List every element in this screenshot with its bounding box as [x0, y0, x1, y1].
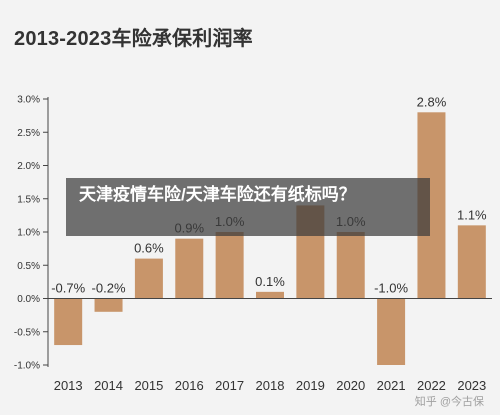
bar-2023 — [457, 225, 486, 299]
data-label-2014: -0.2% — [92, 281, 126, 296]
bar-2016 — [175, 238, 204, 299]
y-tick-label: -0.5% — [14, 327, 40, 338]
y-tick-label: 1.0% — [17, 228, 40, 239]
y-tick-label: 0.5% — [17, 261, 40, 272]
data-label-2022: 2.8% — [417, 94, 447, 109]
bar-2017 — [215, 232, 244, 299]
x-tick-label: 2022 — [417, 378, 446, 393]
y-tick-label: 2.0% — [17, 161, 40, 172]
x-tick-label: 2015 — [134, 378, 163, 393]
y-tick-label: 2.5% — [17, 128, 40, 139]
x-tick-label: 2016 — [175, 378, 204, 393]
bar-2020 — [336, 232, 365, 299]
x-tick-label: 2018 — [256, 378, 285, 393]
x-tick-label: 2013 — [54, 378, 83, 393]
y-tick-label: 0.0% — [17, 294, 40, 305]
bar-2014 — [94, 298, 123, 312]
bar-2018 — [256, 291, 284, 299]
data-label-2018: 0.1% — [255, 274, 285, 289]
bar-2021 — [377, 298, 406, 365]
x-tick-label: 2021 — [377, 378, 406, 393]
article-title: 天津疫情车险/天津车险还有纸标吗？ — [79, 185, 356, 204]
data-label-2015: 0.6% — [134, 241, 164, 256]
y-tick-label: -1.0% — [14, 361, 40, 372]
x-tick-label: 2017 — [215, 378, 244, 393]
x-tick-label: 2020 — [336, 378, 365, 393]
watermark: 知乎 @今古保 — [414, 396, 484, 408]
data-label-2013: -0.7% — [51, 281, 85, 296]
x-tick-label: 2023 — [457, 378, 486, 393]
bar-2013 — [54, 298, 83, 346]
article-title-overlay — [66, 178, 430, 236]
data-label-2021: -1.0% — [374, 281, 408, 296]
x-tick-label: 2019 — [296, 378, 325, 393]
y-tick-label: 3.0% — [17, 95, 40, 106]
bar-2015 — [134, 258, 163, 299]
x-tick-label: 2014 — [94, 378, 123, 393]
y-tick-label: 1.5% — [17, 194, 40, 205]
chart-title: 2013-2023车险承保利润率 — [14, 28, 253, 50]
data-label-2023: 1.1% — [457, 207, 487, 222]
